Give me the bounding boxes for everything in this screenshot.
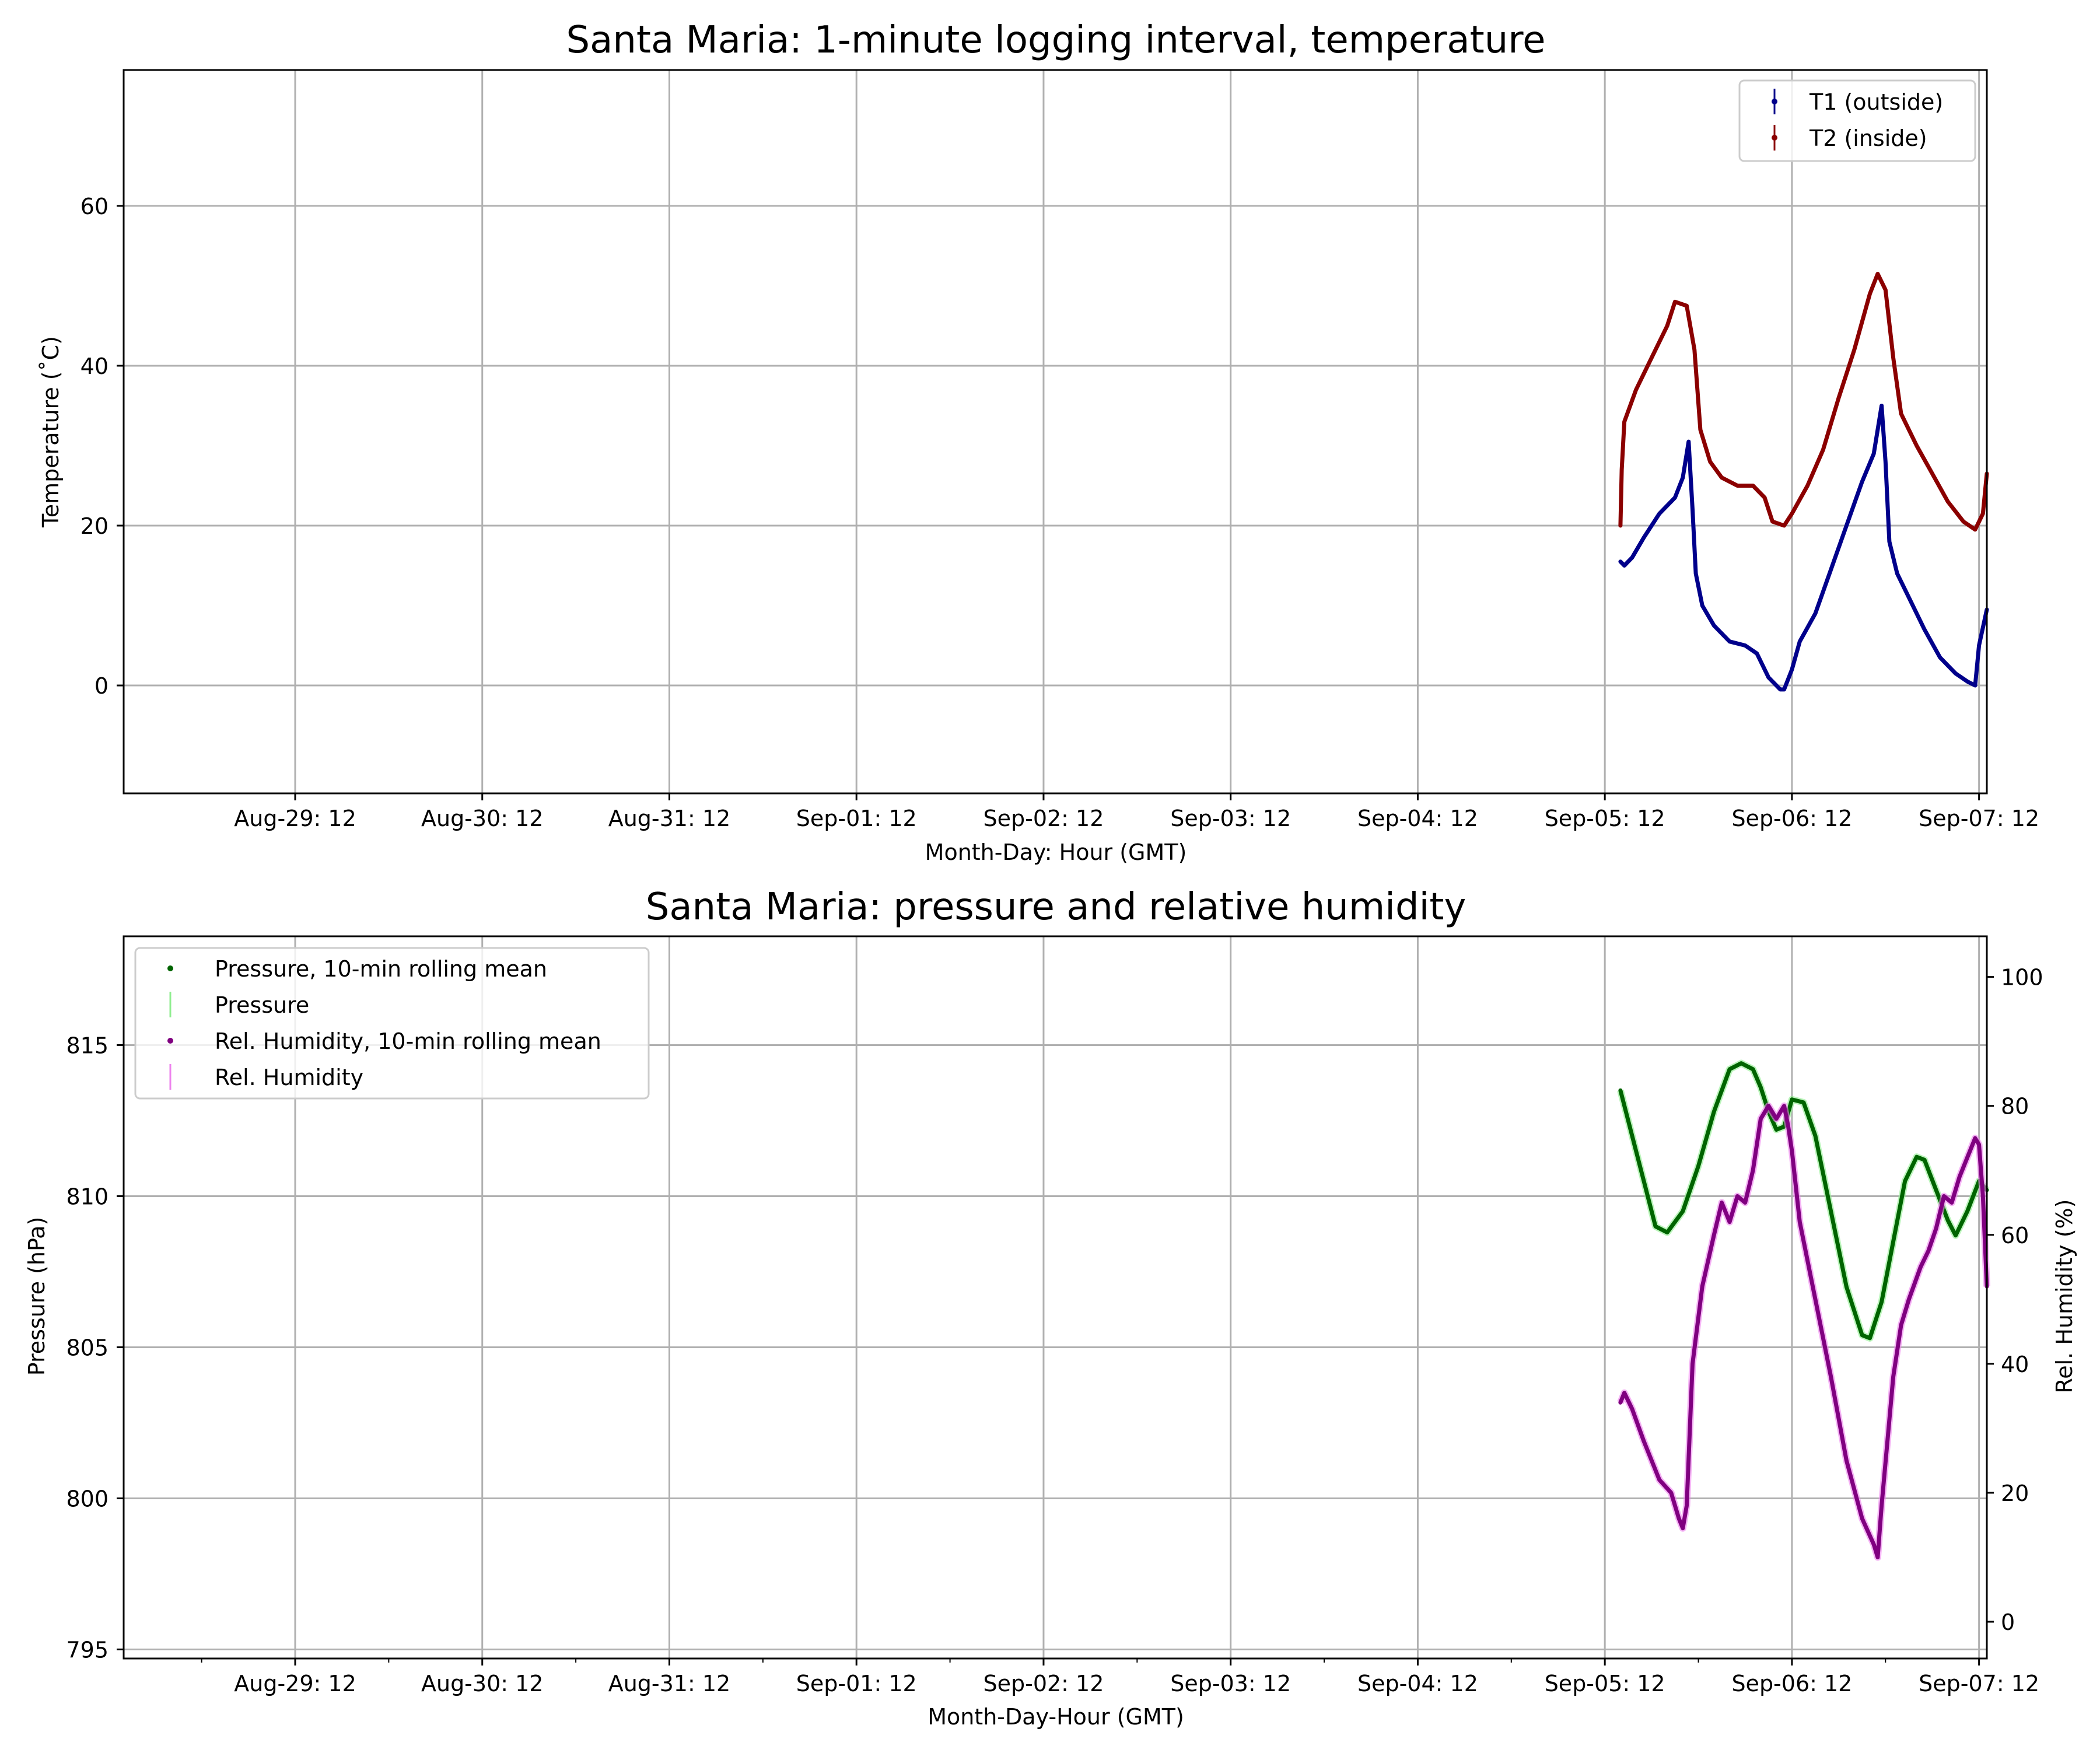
temperature-legend: T1 (outside) T2 (inside) [1738,79,1976,162]
series-line-t1-outside [1618,404,1989,692]
temperature-y-axis-label: Temperature (˚C) [38,336,64,528]
humidity-y-axis-label: Rel. Humidity (%) [2052,1199,2077,1394]
x-tick-label: Sep-05: 12 [1545,806,1665,831]
x-tick-label: Aug-30: 12 [421,806,544,831]
y-tick-label: 815 [66,1033,108,1058]
x-tick-label: Sep-06: 12 [1731,806,1852,831]
temperature-series [1618,271,1989,692]
pressure-y-axis: 795 800 805 810 815 [66,1033,124,1663]
pressure-humidity-legend-box [134,947,650,1100]
pressure-humidity-legend: Pressure, 10-min rolling mean Pressure Rel… [134,947,650,1100]
temperature-legend-box [1738,79,1976,162]
legend-label-t1: T1 (outside) [1809,89,1943,115]
temperature-gridlines [124,70,1987,793]
pressure-humidity-x-axis-label: Month-Day-Hour (GMT) [928,1704,1184,1730]
y-tick-label: 805 [66,1335,108,1360]
x-tick-label: Sep-05: 12 [1545,1671,1665,1696]
y-right-tick-label: 60 [2001,1223,2029,1248]
x-tick-label: Aug-29: 12 [234,1671,356,1696]
legend-label: Rel. Humidity [215,1065,363,1090]
y-right-tick-label: 80 [2001,1094,2029,1119]
y-tick-label: 40 [80,354,108,379]
legend-label: Rel. Humidity, 10-min rolling mean [215,1028,601,1054]
y-tick-label: 60 [80,194,108,219]
y-tick-label: 795 [66,1637,108,1663]
legend-label: Pressure [215,992,309,1018]
legend-marker-t1 [1772,89,1777,114]
x-tick-label: Sep-02: 12 [983,1671,1104,1696]
x-tick-label: Sep-07: 12 [1919,806,2039,831]
x-tick-label: Aug-31: 12 [608,1671,731,1696]
pressure-humidity-plot-frame [123,935,1988,1660]
pressure-humidity-legend-entries: Pressure, 10-min rolling mean Pressure Rel… [167,956,601,1090]
y-tick-label: 0 [94,673,108,699]
y-right-tick-label: 20 [2001,1481,2029,1506]
temperature-plot-frame [123,69,1988,795]
temperature-chart: Santa Maria: 1-minute logging interval, … [38,19,2039,865]
y-tick-label: 800 [66,1486,108,1511]
series-line-t2-inside [1618,271,1989,532]
x-tick-label: Sep-02: 12 [983,806,1104,831]
x-tick-label: Sep-07: 12 [1919,1671,2039,1696]
x-tick-label: Sep-03: 12 [1170,806,1291,831]
x-tick-label: Aug-30: 12 [421,1671,544,1696]
x-tick-label: Sep-01: 12 [796,1671,917,1696]
legend-marker-dot [167,1038,173,1044]
legend-label: Pressure, 10-min rolling mean [215,956,547,982]
pressure-humidity-chart: Santa Maria: pressure and relative humid… [24,886,2077,1730]
pressure-y-axis-label: Pressure (hPa) [24,1217,50,1376]
x-tick-label: Aug-31: 12 [608,806,731,831]
x-tick-label: Sep-03: 12 [1170,1671,1291,1696]
y-tick-label: 20 [80,513,108,539]
y-right-tick-label: 0 [2001,1609,2015,1635]
temperature-chart-title: Santa Maria: 1-minute logging interval, … [566,19,1545,62]
temperature-x-axis: Aug-29: 12 Aug-30: 12 Aug-31: 12 Sep-01: 12… [234,793,2039,831]
humidity-y-axis: 0 20 40 60 80 100 [1987,965,2043,1635]
legend-label-t2: T2 (inside) [1809,125,1927,151]
pressure-humidity-chart-title: Santa Maria: pressure and relative humid… [646,886,1466,929]
legend-marker-dot [167,965,173,971]
x-tick-label: Sep-04: 12 [1357,1671,1478,1696]
pressure-humidity-series [1617,1059,1990,1561]
y-right-tick-label: 100 [2001,965,2043,991]
legend-marker-t2 [1772,125,1777,151]
pressure-humidity-x-axis: Aug-29: 12 Aug-30: 12 Aug-31: 12 Sep-01: 12… [201,1658,2039,1696]
series-line-pressure-10-min-rolling-mean [1618,1061,1989,1341]
series-line-rel-humidity-10-min-rolling-mean [1618,1104,1989,1559]
x-tick-label: Sep-06: 12 [1731,1671,1852,1696]
temperature-y-axis: 0 20 40 60 [80,194,124,699]
x-tick-label: Aug-29: 12 [234,806,356,831]
x-tick-label: Sep-04: 12 [1357,806,1478,831]
y-right-tick-label: 40 [2001,1352,2029,1377]
temperature-x-axis-label: Month-Day: Hour (GMT) [925,839,1187,865]
x-tick-label: Sep-01: 12 [796,806,917,831]
y-tick-label: 810 [66,1184,108,1209]
